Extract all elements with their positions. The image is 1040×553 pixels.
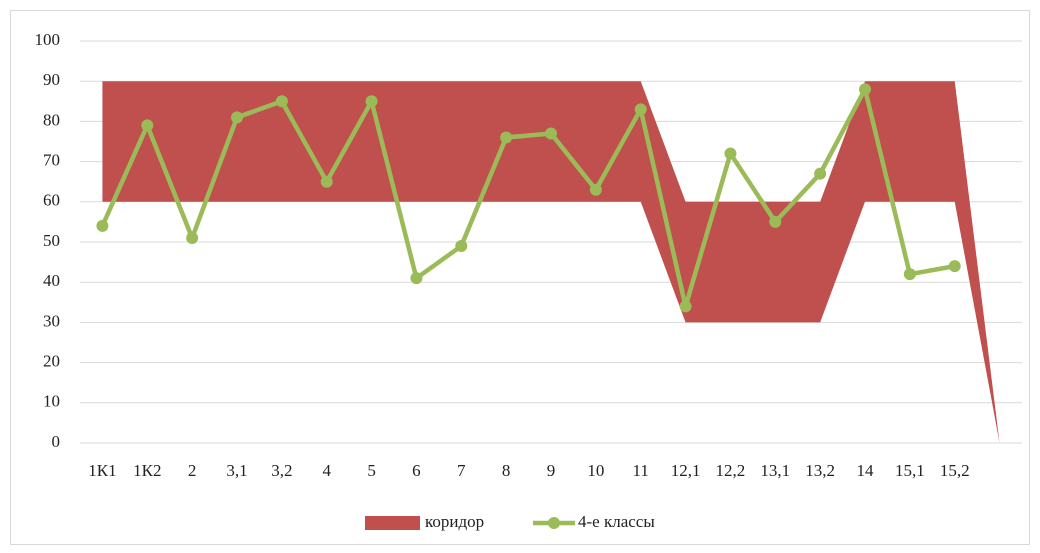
y-tick-label: 60 <box>43 191 60 210</box>
x-tick-label: 2 <box>188 461 197 480</box>
series-marker <box>320 175 333 188</box>
x-tick-label: 14 <box>857 461 875 480</box>
series-marker <box>859 83 871 96</box>
x-tick-label: 3,1 <box>226 461 247 480</box>
x-tick-label: 6 <box>412 461 421 480</box>
x-tick-label: 11 <box>633 461 649 480</box>
series-marker <box>679 300 692 313</box>
y-tick-label: 90 <box>43 70 60 89</box>
series-marker <box>634 103 647 116</box>
legend-swatch <box>365 516 420 530</box>
series-marker <box>724 147 737 160</box>
series-marker <box>814 167 827 180</box>
x-tick-label: 12,2 <box>716 461 746 480</box>
x-tick-label: 12,1 <box>671 461 701 480</box>
x-tick-label: 1К2 <box>133 461 161 480</box>
x-tick-label: 15,2 <box>940 461 970 480</box>
y-tick-label: 30 <box>43 311 60 330</box>
corridor-area <box>102 81 1000 443</box>
legend-marker <box>548 517 560 529</box>
x-tick-label: 8 <box>502 461 511 480</box>
y-tick-label: 100 <box>35 30 61 49</box>
series-marker <box>769 215 782 228</box>
y-tick-label: 10 <box>43 392 60 411</box>
series-marker <box>231 111 243 124</box>
x-tick-label: 15,1 <box>895 461 925 480</box>
x-tick-label: 4 <box>322 461 331 480</box>
y-tick-label: 50 <box>43 231 60 250</box>
series-marker <box>948 260 961 273</box>
series-marker <box>589 183 602 196</box>
x-tick-label: 3,2 <box>271 461 292 480</box>
series-marker <box>410 272 423 285</box>
x-tick-label: 1К1 <box>88 461 116 480</box>
x-tick-label: 9 <box>547 461 556 480</box>
series-marker <box>455 240 468 253</box>
x-tick-label: 10 <box>587 461 604 480</box>
y-tick-label: 20 <box>43 352 60 371</box>
series-marker <box>545 127 557 140</box>
series-marker <box>275 95 288 108</box>
x-tick-label: 5 <box>367 461 376 480</box>
y-tick-label: 40 <box>43 271 60 290</box>
y-tick-label: 70 <box>43 151 60 170</box>
legend-label: коридор <box>425 512 484 531</box>
series-marker <box>500 131 513 144</box>
x-tick-label: 13,1 <box>760 461 790 480</box>
legend-label: 4-е классы <box>578 512 655 531</box>
series-marker <box>96 219 109 232</box>
series-marker <box>903 268 916 281</box>
series-marker <box>186 231 199 244</box>
y-tick-label: 80 <box>43 110 60 129</box>
series-marker <box>141 119 154 132</box>
x-tick-label: 13,2 <box>805 461 835 480</box>
y-tick-label: 0 <box>52 432 61 451</box>
series-marker <box>365 95 378 108</box>
x-tick-label: 7 <box>457 461 466 480</box>
series-line <box>100 86 956 309</box>
